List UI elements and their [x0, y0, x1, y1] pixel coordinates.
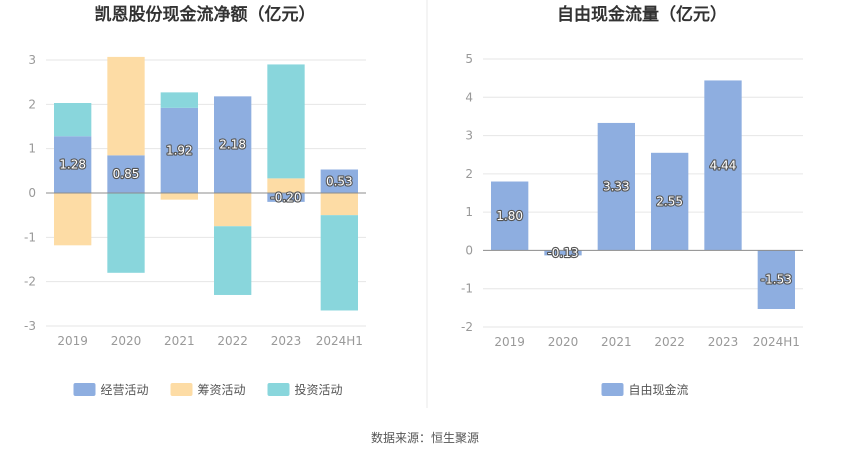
source-note: 数据来源：恒生聚源 [371, 430, 479, 445]
x-tick-label: 2023 [708, 335, 739, 349]
data-label: -0.20 [270, 190, 301, 204]
y-tick-label: 4 [465, 90, 473, 104]
chart-title-left: 凯恩股份现金流净额（亿元） [95, 4, 316, 25]
y-tick-label: -2 [24, 275, 36, 289]
y-tick-label: 3 [28, 53, 36, 67]
data-label: -1.53 [761, 273, 792, 287]
legend-label: 经营活动 [101, 383, 149, 397]
data-label: 1.80 [496, 209, 523, 223]
y-tick-label: -3 [24, 319, 36, 333]
x-tick-label: 2022 [217, 334, 248, 348]
data-label: 0.85 [113, 167, 140, 181]
x-tick-label: 2019 [494, 335, 525, 349]
legend-label: 筹资活动 [198, 383, 246, 397]
data-label: 1.92 [166, 143, 193, 157]
y-tick-label: 0 [28, 186, 36, 200]
data-label: 4.44 [710, 158, 737, 172]
y-tick-label: -2 [461, 320, 473, 334]
data-label: 2.55 [656, 195, 683, 209]
legend-label: 自由现金流 [629, 382, 689, 397]
data-label: 2.18 [219, 138, 246, 152]
bar-segment [267, 64, 305, 179]
data-label: 1.28 [59, 158, 86, 172]
x-tick-label: 2020 [111, 334, 142, 348]
bar-segment [54, 103, 92, 137]
y-tick-label: 1 [28, 142, 36, 156]
bar-segment [320, 193, 358, 216]
x-tick-label: 2021 [164, 334, 195, 348]
bar-segment [267, 178, 305, 193]
cash-flow-chart: 凯恩股份现金流净额（亿元） -3 -2 -1 0 1 2 3 2019 2020 2021 2022… [24, 4, 366, 397]
y-tick-label: -1 [461, 282, 473, 296]
y-tick-label: 1 [465, 205, 473, 219]
legend-label: 投资活动 [295, 382, 343, 397]
bar-segment [214, 226, 252, 295]
bar-segment [214, 193, 252, 227]
bar-segment [491, 181, 529, 251]
bar-segment [704, 80, 742, 251]
data-label: 0.53 [326, 174, 353, 188]
bar-segment [267, 193, 305, 202]
x-tick-label: 2023 [271, 334, 302, 348]
x-tick-label: 2021 [601, 335, 632, 349]
y-tick-label: 5 [465, 52, 473, 66]
y-tick-label: 2 [28, 97, 36, 111]
bar-segment [214, 96, 252, 193]
free-cash-flow-chart: 自由现金流量（亿元） -2 -1 0 1 2 3 4 5 2019 2020 2021 2022 202… [461, 4, 803, 397]
bar-segment [757, 250, 795, 310]
bar-segment [54, 136, 92, 193]
y-tick-label: 3 [465, 129, 473, 143]
x-tick-label: 2024H1 [753, 335, 800, 349]
x-tick-label: 2024H1 [316, 334, 363, 348]
x-tick-label: 2022 [654, 335, 685, 349]
bar-segment [160, 107, 198, 193]
bar-segment [54, 193, 92, 246]
bar-segment [651, 152, 689, 251]
bar-segment [160, 193, 198, 200]
legend-swatch [73, 383, 96, 396]
x-tick-label: 2019 [57, 334, 88, 348]
y-tick-label: 0 [465, 243, 473, 257]
legend-swatch [601, 383, 624, 396]
bar-segment [107, 155, 145, 193]
y-tick-label: 2 [465, 167, 473, 181]
chart-title-right: 自由现金流量（亿元） [557, 4, 727, 25]
y-tick-label: -1 [24, 230, 36, 244]
x-tick-label: 2020 [548, 335, 579, 349]
bar-segment [320, 215, 358, 311]
data-label: 3.33 [603, 180, 630, 194]
bar-segment [160, 92, 198, 108]
data-label: -0.13 [547, 246, 578, 260]
bar-segment [320, 169, 358, 193]
bar-segment [107, 193, 145, 273]
legend-swatch [267, 383, 290, 396]
legend-swatch [170, 383, 193, 396]
bar-segment [107, 56, 145, 156]
bar-segment [544, 250, 582, 256]
bar-segment [597, 122, 635, 251]
